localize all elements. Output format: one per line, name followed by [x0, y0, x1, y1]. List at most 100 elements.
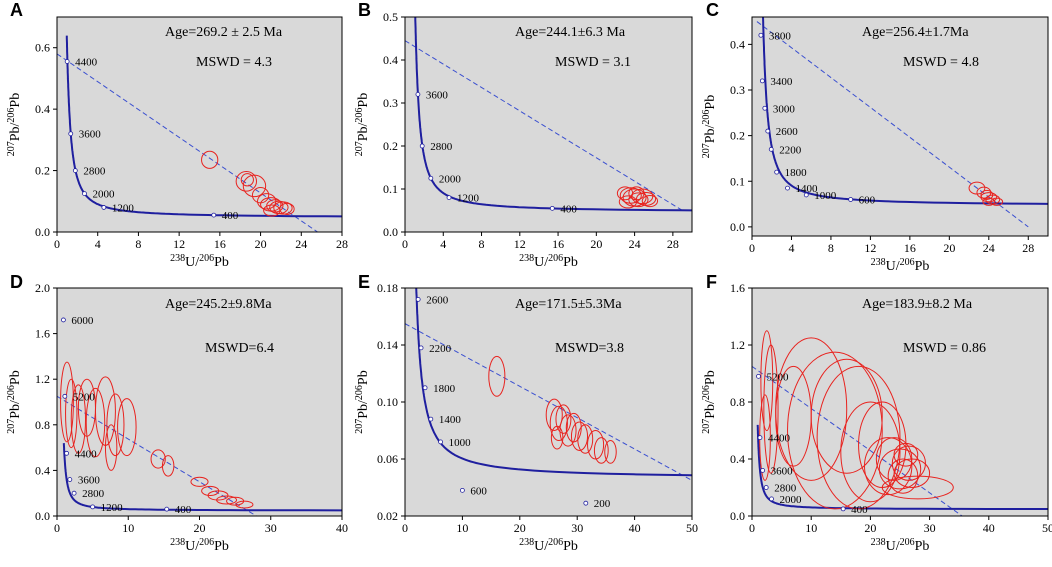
concordia-age-mark: 1800	[422, 383, 456, 395]
panel-b: 3600 2800 2000 1200 400 0 4 8 12 16 20 24 28 0.0 0.1 0.…	[354, 0, 693, 270]
y-tick-label: 0.3	[383, 96, 398, 110]
age-annotation: Age=256.4±1.7Ma	[862, 25, 969, 40]
x-tick-label: 12	[173, 237, 185, 251]
concordia-age-label: 4400	[75, 448, 98, 460]
y-tick-label: 0.06	[377, 452, 398, 466]
y-tick-label: 0.4	[730, 37, 745, 51]
concordia-age-mark: 1000	[803, 190, 837, 202]
concordia-age-label: 600	[859, 195, 876, 207]
mswd-annotation: MSWD = 3.1	[555, 55, 631, 70]
concordia-age-label: 2600	[776, 126, 799, 138]
y-tick-label: 1.6	[35, 327, 50, 341]
y-tick-label: 0.0	[730, 509, 745, 523]
x-tick-label: 0	[749, 521, 755, 535]
panel-letter: F	[706, 272, 717, 292]
concordia-age-mark: 2800	[763, 483, 797, 495]
concordia-curve	[62, 443, 342, 512]
concordia-age-label: 3400	[770, 76, 793, 88]
x-tick-label: 20	[194, 521, 206, 535]
error-ellipse	[488, 355, 506, 397]
error-ellipse	[150, 449, 166, 469]
concordia-age-label: 2000	[92, 189, 115, 201]
error-ellipse	[628, 192, 649, 208]
mswd-annotation: MSWD = 0.86	[903, 341, 986, 356]
y-tick-label: 0.4	[383, 53, 398, 67]
error-ellipse	[555, 404, 572, 434]
concordia-age-mark: 1000	[438, 437, 471, 449]
y-tick-label: 0.2	[730, 129, 745, 143]
concordia-age-mark: 2200	[418, 343, 452, 355]
concordia-age-mark: 2000	[428, 173, 461, 185]
concordia-age-label: 3600	[79, 129, 102, 141]
x-tick-label: 12	[514, 237, 526, 251]
x-tick-label: 20	[255, 237, 267, 251]
error-ellipse	[559, 414, 577, 447]
concordia-age-mark: 2800	[71, 488, 105, 500]
concordia-age-mark: 1200	[90, 502, 123, 514]
x-tick-label: 30	[571, 521, 583, 535]
x-axis-label: 238U/206Pb	[170, 253, 229, 271]
panel-letter: B	[358, 0, 371, 20]
y-tick-label: 0.4	[35, 463, 50, 477]
error-ellipse	[240, 173, 254, 187]
x-tick-label: 4	[788, 241, 794, 255]
error-ellipse	[216, 495, 238, 505]
y-tick-label: 0.6	[35, 41, 50, 55]
error-ellipse	[618, 195, 638, 209]
x-tick-label: 4	[440, 237, 446, 251]
x-tick-label: 16	[214, 237, 226, 251]
x-tick-label: 50	[686, 521, 698, 535]
concordia-age-label: 6000	[71, 315, 94, 327]
x-tick-label: 8	[479, 237, 485, 251]
concordia-age-label: 2200	[779, 144, 802, 156]
concordia-age-mark: 2200	[768, 144, 802, 156]
concordia-age-label: 2600	[426, 294, 449, 306]
concordia-age-label: 1200	[457, 193, 480, 205]
concordia-age-label: 200	[594, 498, 611, 510]
concordia-curve	[414, 17, 692, 212]
panel-letter: E	[358, 272, 370, 292]
error-ellipse	[775, 337, 848, 481]
error-ellipse	[787, 351, 883, 510]
y-tick-label: 0.1	[730, 174, 745, 188]
y-tick-label: 0.0	[730, 220, 745, 234]
y-tick-label: 0.1	[383, 182, 398, 196]
error-ellipse	[763, 344, 779, 474]
concordia-curve	[415, 288, 692, 477]
concordia-age-mark: 2000	[769, 494, 802, 506]
error-ellipse	[980, 189, 994, 200]
age-annotation: Age=245.2±9.8Ma	[165, 297, 272, 312]
concordia-age-label: 3600	[771, 465, 794, 477]
plot-area	[57, 288, 342, 516]
discordia-line	[405, 40, 683, 211]
discordia-line	[756, 21, 1029, 228]
x-tick-label: 20	[943, 241, 955, 255]
concordia-curve	[756, 424, 1048, 511]
error-ellipse	[85, 387, 106, 458]
concordia-age-label: 1000	[814, 190, 837, 202]
error-ellipse	[980, 192, 998, 203]
concordia-age-label: 5200	[73, 391, 96, 403]
x-tick-label: 16	[904, 241, 916, 255]
concordia-age-mark: 3000	[762, 103, 795, 115]
x-tick-label: 30	[924, 521, 936, 535]
y-tick-label: 2.0	[35, 281, 50, 295]
panel-e: 2600 2200 1800 1400 1000 600 200 0 10 20 30 40 50 0.0…	[354, 272, 699, 554]
concordia-age-label: 3600	[78, 475, 101, 487]
concordia-age-mark: 3400	[759, 76, 793, 88]
error-ellipse	[70, 384, 86, 454]
x-tick-label: 8	[828, 241, 834, 255]
y-axis-label: 207Pb/206Pb	[6, 93, 24, 156]
error-ellipse	[863, 437, 913, 496]
concordia-age-label: 1200	[112, 202, 135, 214]
concordia-age-label: 5200	[767, 371, 790, 383]
y-tick-label: 0.4	[35, 102, 50, 116]
error-ellipse	[104, 424, 118, 471]
error-ellipse	[60, 361, 74, 443]
error-ellipse	[207, 490, 229, 501]
